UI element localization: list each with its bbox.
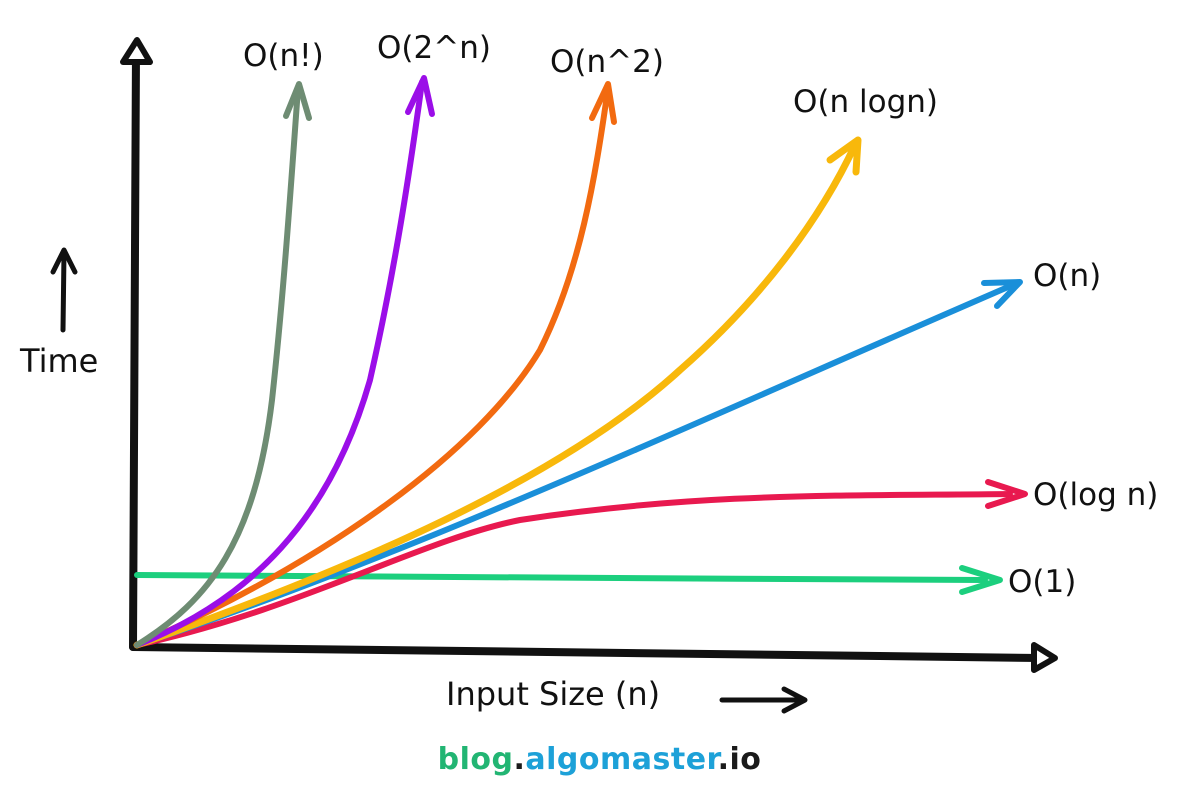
series-label-onlogn: O(n logn) (793, 84, 938, 120)
y-axis-label-arrow (60, 250, 67, 333)
footer-dot-2: . (717, 742, 730, 777)
x-axis-arrowhead (1031, 642, 1058, 673)
series-label-o2n: O(2^n) (377, 30, 491, 66)
footer-name: algomaster (525, 742, 718, 777)
x-axis-label-arrowhead (781, 686, 808, 714)
site-footer: blog.algomaster.io (0, 742, 1199, 777)
series-line-onfact (134, 85, 301, 648)
y-axis-arrowhead (120, 37, 153, 65)
series-arrowhead-on (981, 279, 1023, 309)
series-label-on2: O(n^2) (550, 44, 664, 80)
y-axis-label-group: Time (19, 247, 98, 380)
series-label-ologn: O(log n) (1033, 477, 1158, 513)
y-axis-line (129, 46, 140, 651)
series-group (133, 75, 1028, 649)
series-line-o2n (134, 79, 425, 648)
series-arrowhead-on2 (589, 81, 617, 125)
x-axis-label: Input Size (n) (446, 675, 660, 713)
y-axis-label: Time (19, 342, 98, 380)
footer-dot-1: . (513, 742, 526, 777)
axes (120, 37, 1058, 673)
footer-tld: io (729, 742, 762, 777)
series-arrowhead-o2n (405, 75, 435, 117)
series-label-onfact: O(n!) (243, 38, 324, 74)
series-arrowhead-ologn (985, 479, 1028, 509)
series-line-ologn (134, 491, 1013, 648)
x-axis-line (129, 643, 1044, 662)
series-label-on: O(n) (1033, 258, 1101, 294)
footer-blog: blog (437, 742, 514, 777)
series-label-o1: O(1) (1008, 564, 1076, 600)
y-axis-label-arrowhead (50, 247, 78, 275)
series-arrowhead-onlogn (826, 136, 862, 176)
series-labels: O(n!) O(2^n) O(n^2) O(n logn) O(n) O(log… (243, 30, 1158, 600)
series-line-on (134, 281, 1018, 648)
x-axis-label-group: Input Size (n) (446, 675, 808, 714)
series-arrowhead-o1 (959, 565, 1003, 595)
series-arrowhead-onfact (283, 81, 312, 121)
series-line-on2 (134, 85, 611, 648)
series-line-onlogn (133, 141, 859, 649)
